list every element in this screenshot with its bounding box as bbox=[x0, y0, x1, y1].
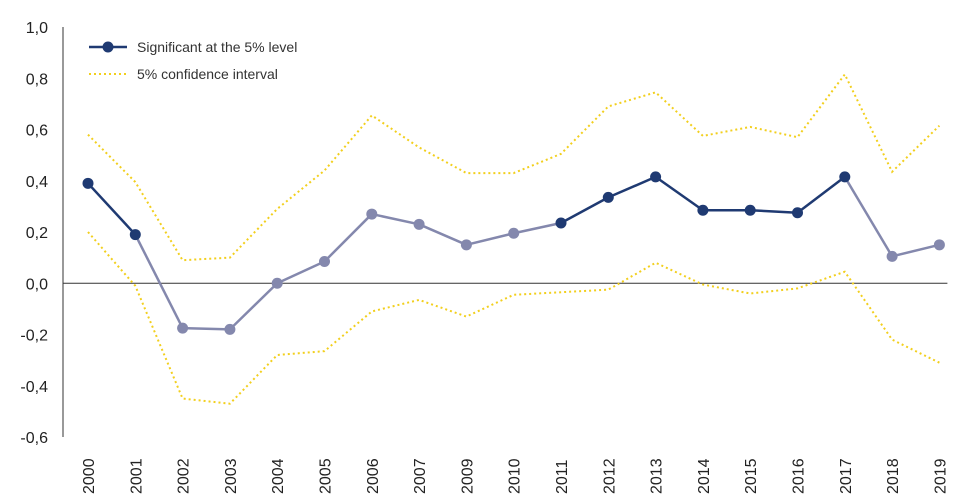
chart-series bbox=[82, 72, 945, 405]
ci-lower-line bbox=[87, 231, 940, 405]
estimate-segment bbox=[87, 182, 137, 236]
estimate-segment bbox=[323, 213, 373, 263]
significant-point bbox=[839, 171, 851, 183]
legend-ci-label: 5% confidence interval bbox=[137, 66, 278, 82]
estimate-point bbox=[933, 239, 945, 251]
estimate-point bbox=[319, 255, 330, 267]
estimate-segment bbox=[466, 232, 514, 247]
significant-point bbox=[82, 177, 94, 189]
y-tick-label: 0,8 bbox=[26, 71, 48, 88]
estimate-segment bbox=[891, 243, 940, 258]
x-tick-label: 2012 bbox=[601, 458, 618, 494]
y-tick-label: -0,6 bbox=[20, 430, 48, 447]
significant-point bbox=[650, 171, 662, 183]
significant-point bbox=[129, 229, 141, 241]
estimate-segment bbox=[276, 260, 326, 285]
significant-point bbox=[792, 207, 803, 219]
estimate-segment bbox=[796, 175, 846, 214]
estimate-segment bbox=[371, 212, 420, 226]
x-tick-label: 2011 bbox=[554, 459, 571, 494]
significant-point bbox=[555, 217, 567, 229]
chart-legend: Significant at the 5% level 5% confidenc… bbox=[89, 39, 297, 82]
x-tick-label: 2007 bbox=[412, 458, 429, 494]
x-tick-label: 2000 bbox=[81, 458, 98, 494]
estimate-segment bbox=[182, 326, 230, 331]
estimate-point bbox=[413, 218, 425, 230]
x-tick-label: 2002 bbox=[176, 458, 193, 494]
estimate-segment bbox=[418, 223, 467, 246]
x-tick-label: 2010 bbox=[507, 458, 524, 494]
estimate-point bbox=[508, 227, 520, 239]
estimate-segment bbox=[513, 221, 562, 235]
y-tick-label: -0,2 bbox=[20, 328, 48, 345]
estimate-point bbox=[271, 277, 283, 289]
x-tick-label: 2013 bbox=[649, 458, 666, 494]
y-tick-label: 1,0 bbox=[26, 20, 48, 37]
legend-significant-marker bbox=[102, 41, 114, 53]
x-tick-label: 2005 bbox=[318, 458, 335, 494]
y-tick-label: -0,4 bbox=[20, 379, 48, 396]
x-tick-label: 2019 bbox=[932, 458, 949, 494]
estimate-point bbox=[886, 250, 898, 262]
significant-point bbox=[744, 204, 756, 216]
estimate-segment bbox=[654, 175, 704, 212]
estimate-point bbox=[177, 322, 189, 334]
x-tick-label: 2009 bbox=[459, 458, 476, 494]
y-tick-label: 0,4 bbox=[26, 174, 48, 191]
x-tick-label: 2003 bbox=[223, 458, 240, 494]
estimate-segment bbox=[134, 233, 184, 329]
y-tick-label: 0,0 bbox=[26, 276, 48, 293]
x-tick-label: 2004 bbox=[270, 458, 287, 494]
legend-significant-label: Significant at the 5% level bbox=[137, 39, 297, 55]
estimate-segment bbox=[607, 175, 657, 199]
x-tick-label: 2001 bbox=[128, 458, 145, 494]
y-tick-label: 0,6 bbox=[26, 123, 48, 140]
estimate-segment bbox=[843, 176, 894, 257]
estimate-point bbox=[460, 239, 472, 251]
x-tick-label: 2018 bbox=[885, 458, 902, 494]
x-tick-label: 2014 bbox=[696, 458, 713, 494]
estimate-segment bbox=[750, 208, 798, 215]
estimate-point bbox=[224, 323, 236, 335]
x-tick-label: 2015 bbox=[743, 458, 760, 494]
significant-point bbox=[697, 204, 709, 216]
x-tick-label: 2017 bbox=[838, 458, 855, 494]
ci-upper-line bbox=[87, 72, 941, 262]
estimate-segment bbox=[560, 196, 609, 225]
significant-point bbox=[602, 191, 614, 203]
estimate-point bbox=[366, 208, 378, 220]
chart-axes: 1,0 0,8 0,6 0,4 0,2 0,0 -0,2 -0,4 -0,6 2000 2001 20… bbox=[20, 20, 949, 494]
y-tick-label: 0,2 bbox=[26, 225, 48, 242]
estimate-segment bbox=[229, 282, 279, 331]
x-tick-label: 2006 bbox=[365, 458, 382, 494]
x-tick-label: 2016 bbox=[791, 458, 808, 494]
